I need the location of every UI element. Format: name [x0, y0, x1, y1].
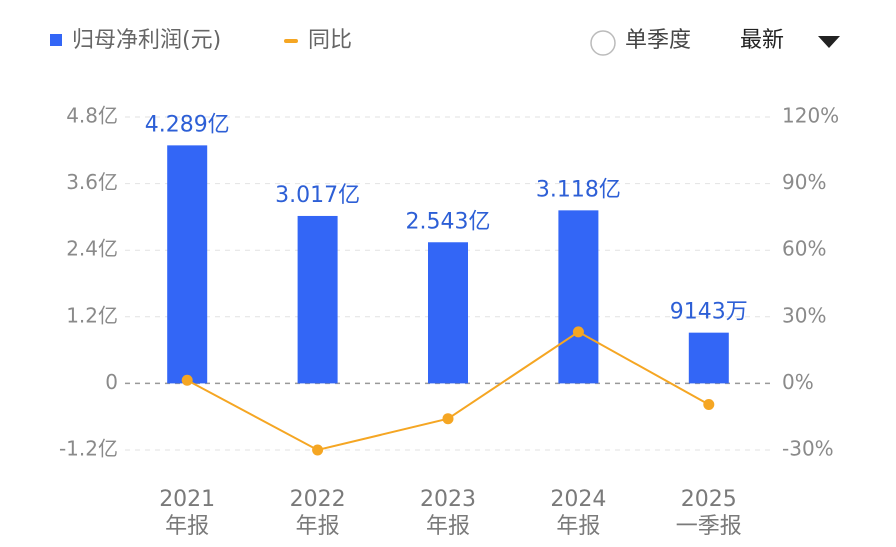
x-tick-label: 2023 年报: [420, 487, 476, 539]
y-tick-label: 4.8亿: [66, 104, 118, 128]
data-label: 2.543亿: [406, 209, 491, 234]
line-point: [442, 413, 454, 425]
y2-tick-label: 90%: [782, 170, 826, 194]
radio[interactable]: [590, 30, 616, 56]
x-tick-label: 2022 年报: [289, 487, 346, 539]
legend-marker: [50, 34, 62, 46]
line-point: [312, 444, 324, 456]
data-label: 4.289亿: [145, 112, 230, 137]
y-tick-label: 3.6亿: [66, 170, 118, 194]
y2-tick-label: 60%: [782, 237, 826, 261]
dropdown-arrow[interactable]: [818, 36, 840, 48]
legend-label: 同比: [308, 28, 352, 53]
y2-tick-label: 120%: [782, 104, 839, 128]
x-tick-label: 2021 年报: [159, 487, 216, 539]
bar: [167, 145, 208, 384]
data-label: 9143万: [670, 300, 748, 325]
line-point: [572, 326, 584, 338]
dropdown-label[interactable]: 最新: [740, 28, 784, 53]
legend-label: 归母净利润(元): [72, 28, 221, 53]
bar: [428, 242, 468, 384]
x-tick-label: 2024 年报: [550, 487, 607, 539]
data-label: 3.017亿: [275, 183, 360, 208]
y2-tick-label: 0%: [782, 370, 814, 394]
y-tick-label: 2.4亿: [66, 237, 118, 261]
y-tick-label: 1.2亿: [66, 303, 118, 327]
y-tick-label: 0: [105, 370, 118, 394]
toggle-label[interactable]: 单季度: [625, 28, 691, 53]
line-point: [703, 398, 715, 410]
bar: [558, 210, 599, 384]
bar: [297, 215, 338, 384]
y-tick-label: -1.2亿: [59, 437, 118, 461]
bar: [688, 332, 729, 384]
legend-marker: [284, 39, 298, 43]
x-tick-label: 2025 一季报: [675, 487, 742, 539]
y2-tick-label: -30%: [782, 437, 834, 461]
y2-tick-label: 30%: [782, 303, 826, 327]
line-point: [181, 374, 193, 386]
data-label: 3.118亿: [536, 177, 621, 202]
